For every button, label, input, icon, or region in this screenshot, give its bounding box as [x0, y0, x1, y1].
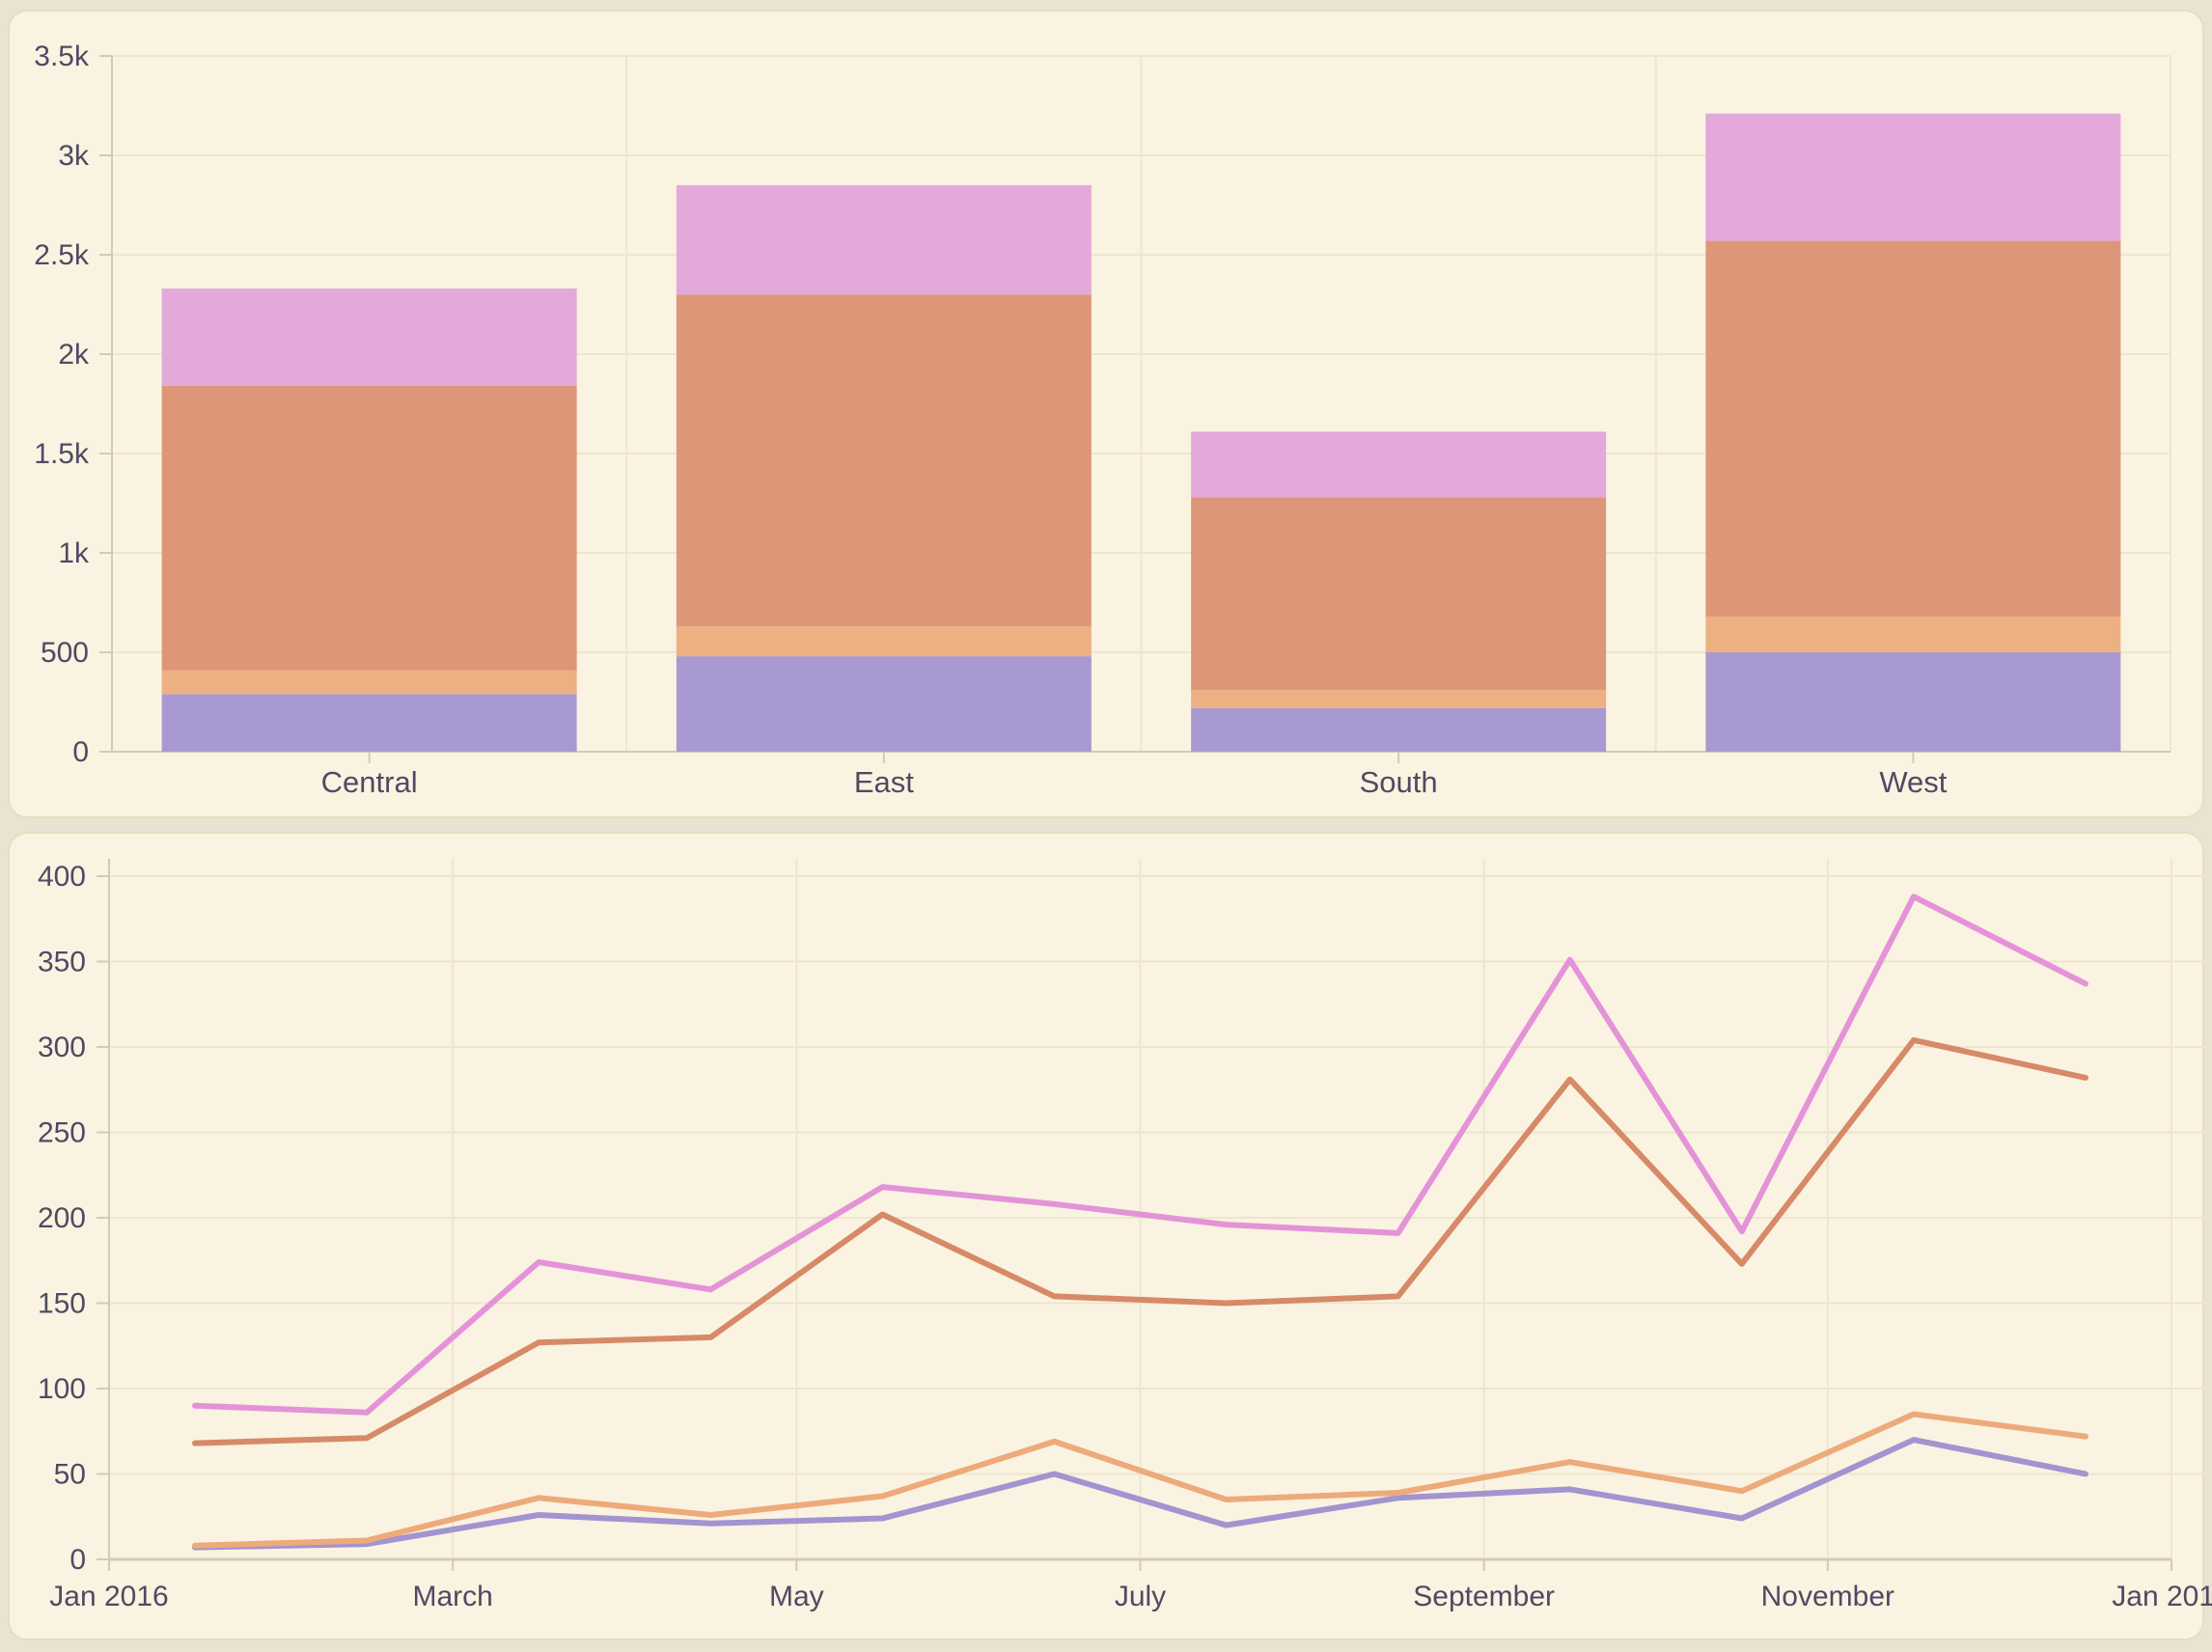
- bar-segment-tan: [1191, 690, 1607, 708]
- bar-segment-purple: [161, 694, 577, 752]
- bar-segment-salmon: [676, 294, 1092, 627]
- bar-chart-y-tick-label: 2k: [58, 339, 90, 371]
- line-series-salmon: [192, 1036, 2088, 1446]
- bar-segment-tan: [1705, 616, 2121, 652]
- bar-segment-tan: [161, 670, 577, 695]
- bar-chart-y-tick-label: 1.5k: [34, 438, 90, 470]
- bar-segment-purple: [676, 656, 1092, 752]
- bar-segment-pink: [676, 184, 1092, 295]
- bar-segment-tan: [676, 626, 1092, 657]
- line-chart-x-tick-label: July: [1115, 1581, 1166, 1612]
- line-chart-y-tick-label: 0: [69, 1544, 86, 1576]
- bar-chart-y-tick-label: 0: [72, 736, 89, 768]
- bar-chart-y-tick-label: 3k: [58, 140, 90, 172]
- line-chart-y-tick-label: 100: [38, 1373, 86, 1405]
- line-chart-y-tick-label: 400: [38, 861, 86, 893]
- bar-chart-category-label: South: [1360, 765, 1438, 799]
- line-chart-x-tick-label: March: [412, 1581, 492, 1612]
- bar-chart-y-tick-label: 3.5k: [34, 41, 90, 72]
- bar-segment-salmon: [161, 385, 577, 671]
- line-chart-card: [8, 832, 2204, 1640]
- bar-chart-category-label: West: [1879, 765, 1947, 799]
- bar-segment-purple: [1191, 707, 1607, 752]
- line-chart-x-tick-label: May: [769, 1581, 824, 1612]
- bar-chart-category-label: Central: [321, 765, 418, 799]
- bar-segment-pink: [1705, 113, 2121, 241]
- line-chart-x-tick-label: September: [1413, 1581, 1555, 1612]
- line-chart-x-tick-label: November: [1761, 1581, 1894, 1612]
- line-chart-x-tick-label: Jan 2016: [49, 1581, 168, 1612]
- line-chart-x-tick-label: Jan 2017: [2112, 1581, 2212, 1612]
- line-chart-y-tick-label: 50: [54, 1459, 86, 1491]
- bar-segment-pink: [1191, 431, 1607, 498]
- line-chart-y-tick-label: 150: [38, 1288, 86, 1320]
- line-series-purple: [192, 1437, 2088, 1551]
- bar-segment-salmon: [1705, 240, 2121, 617]
- bar-segment-salmon: [1191, 497, 1607, 691]
- line-chart-y-tick-label: 250: [38, 1117, 86, 1149]
- bar-chart-y-tick-label: 1k: [58, 537, 90, 569]
- bar-chart-y-tick-label: 500: [41, 637, 89, 669]
- line-series-pink: [192, 894, 2088, 1416]
- line-chart-y-tick-label: 350: [38, 947, 86, 978]
- bar-segment-purple: [1705, 652, 2121, 752]
- bar-segment-pink: [161, 289, 577, 386]
- line-series-tan: [192, 1411, 2088, 1549]
- bar-chart-y-tick-label: 2.5k: [34, 239, 90, 271]
- line-chart-y-tick-label: 200: [38, 1202, 86, 1234]
- bar-chart-category-label: East: [854, 765, 914, 799]
- line-chart-y-tick-label: 300: [38, 1032, 86, 1063]
